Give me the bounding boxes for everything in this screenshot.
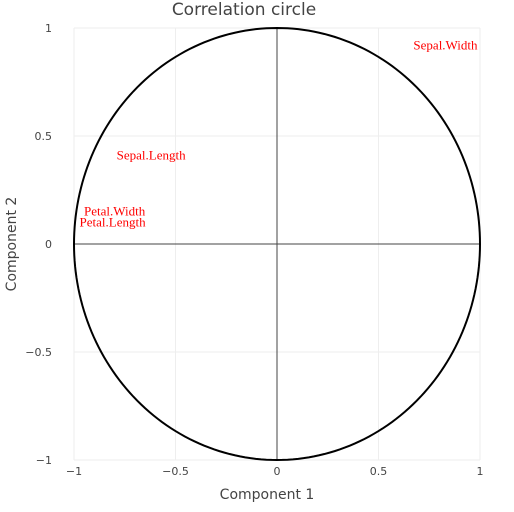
x-tick-label: 1 xyxy=(477,465,484,478)
y-tick-labels: −1 −0.5 0 0.5 1 xyxy=(25,22,52,467)
x-axis-title: Component 1 xyxy=(220,487,315,503)
y-tick-label: 0 xyxy=(45,238,52,251)
x-tick-label: −0.5 xyxy=(162,465,189,478)
variable-label: Sepal.Width xyxy=(413,37,478,52)
variable-label: Petal.Length xyxy=(80,214,147,229)
chart-title: Correlation circle xyxy=(172,0,316,20)
variable-labels: Sepal.Width Sepal.Length Petal.WidthPetal.… xyxy=(80,37,479,229)
y-tick-label: −1 xyxy=(36,454,52,467)
y-tick-label: −0.5 xyxy=(25,346,52,359)
y-tick-label: 1 xyxy=(45,22,52,35)
variable-label: Sepal.Length xyxy=(117,147,186,162)
y-axis-title: Component 2 xyxy=(4,197,20,292)
x-tick-label: −1 xyxy=(66,465,82,478)
unit-circle xyxy=(72,26,482,462)
variable-label: Petal.Width xyxy=(84,204,146,219)
y-tick-label: 0.5 xyxy=(35,130,53,143)
x-tick-label: 0.5 xyxy=(370,465,388,478)
zero-lines xyxy=(74,28,480,460)
x-tick-label: 0 xyxy=(274,465,281,478)
x-tick-labels: −1 −0.5 0 0.5 1 xyxy=(66,465,484,478)
